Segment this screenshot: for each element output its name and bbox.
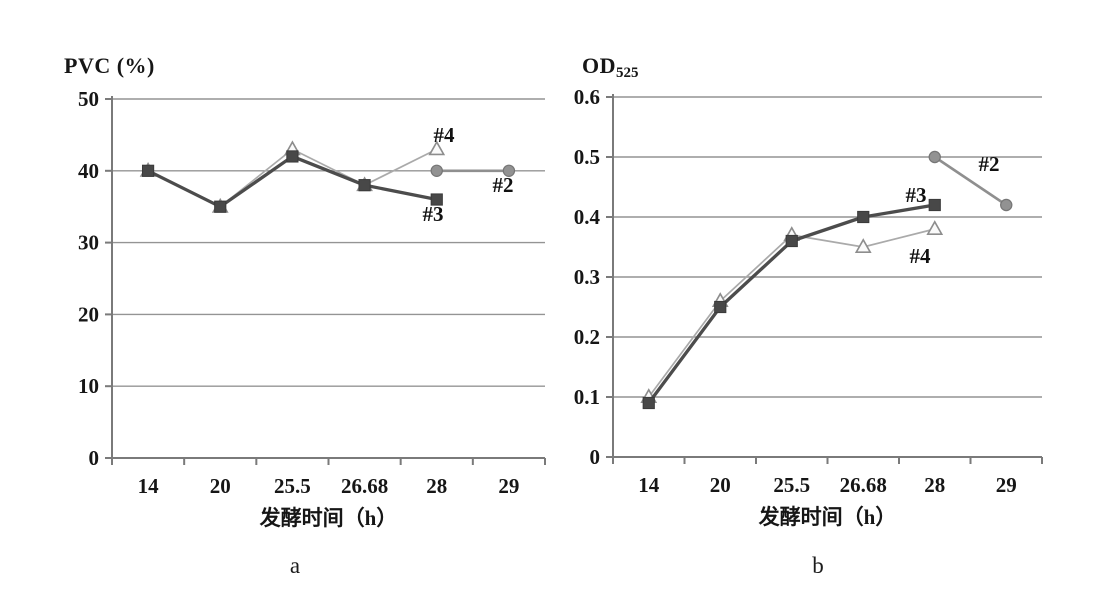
x-tick-label: 14: [638, 473, 660, 497]
x-tick-label: 14: [138, 474, 160, 498]
series-label-num2: #2: [979, 152, 1000, 176]
y-tick-label: 0.5: [574, 145, 600, 169]
panel-label-a: a: [289, 553, 301, 578]
series-label-num4: #4: [910, 244, 932, 268]
series-num2-a: #2: [430, 164, 516, 197]
panel-label-b: b: [812, 553, 824, 578]
x-tick-label: 29: [498, 474, 519, 498]
x-tick-label: 28: [924, 473, 945, 497]
chart-a-title-text: PVC (%): [64, 53, 155, 78]
x-tick-label: 25.5: [773, 473, 810, 497]
chart-panel-a: 0 10 20 30 40 50 14 20 25.5 26.68 28 29 发酵时间（h） #4 #3 #…: [78, 87, 546, 530]
x-axis-title-a: 发酵时间（h）: [259, 506, 398, 530]
series-label-num3: #3: [906, 183, 927, 207]
x-tick-label: 20: [210, 474, 231, 498]
series-label-num3: #3: [423, 202, 444, 226]
y-tick-label: 40: [78, 159, 99, 183]
gridlines-b: [606, 96, 1042, 458]
series-label-num4: #4: [434, 123, 456, 147]
y-tick-label: 0.1: [574, 385, 600, 409]
x-tick-label: 29: [996, 473, 1017, 497]
x-tick-label: 28: [426, 474, 447, 498]
x-axis-title-b: 发酵时间（h）: [758, 505, 897, 529]
y-tick-label: 10: [78, 374, 99, 398]
y-tick-label: 0.2: [574, 325, 600, 349]
series-num4-b: #4: [640, 220, 944, 404]
chart-b-title-text: OD: [582, 53, 616, 78]
chart-b-title: OD525: [582, 53, 639, 82]
axes-a: [111, 96, 546, 465]
series-label-num2: #2: [493, 173, 514, 197]
x-tick-label: 26.68: [840, 473, 887, 497]
y-tick-label: 0.6: [574, 85, 600, 109]
y-tick-label: 0.3: [574, 265, 600, 289]
series-num2-b: #2: [928, 150, 1013, 212]
chart-b-title-subscript: 525: [616, 65, 639, 81]
x-tick-label: 26.68: [341, 474, 388, 498]
gridlines-a: [105, 98, 545, 459]
y-tick-label: 50: [78, 87, 99, 111]
chart-panel-b: 0 0.1 0.2 0.3 0.4 0.5 0.6 14 20 25.5 26.68 28 29 发酵时间…: [574, 85, 1043, 529]
y-tick-label: 0: [590, 445, 601, 469]
x-tick-label: 25.5: [274, 474, 311, 498]
x-tick-label: 20: [710, 473, 731, 497]
y-tick-label: 30: [78, 231, 99, 255]
y-tick-label: 0: [89, 446, 100, 470]
series-num3-a: #3: [141, 150, 444, 226]
series-num3-b: #3: [642, 183, 941, 410]
y-tick-label: 0.4: [574, 205, 601, 229]
series-num4-a: #4: [139, 123, 456, 213]
y-tick-label: 20: [78, 302, 99, 326]
axes-b: [612, 94, 1043, 464]
chart-a-title: PVC (%): [64, 53, 155, 82]
